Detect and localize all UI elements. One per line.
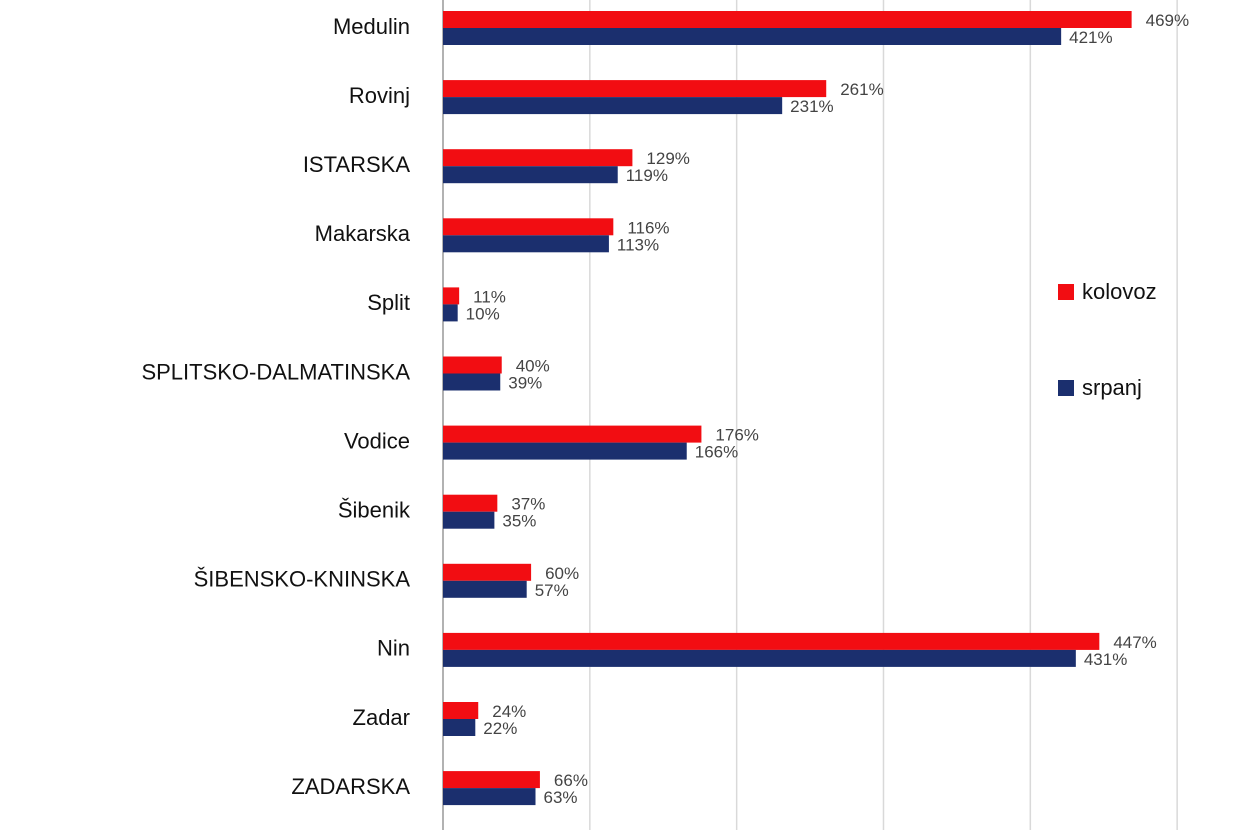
value-label: 421% xyxy=(1069,28,1112,47)
bar xyxy=(443,149,633,167)
value-label: 66% xyxy=(554,771,588,790)
bar xyxy=(443,287,460,305)
bar xyxy=(443,80,827,98)
bar xyxy=(443,166,618,184)
value-label: 40% xyxy=(516,356,550,375)
category-label: Split xyxy=(367,290,410,315)
bar xyxy=(443,28,1062,45)
bar xyxy=(443,97,783,115)
value-label: 129% xyxy=(646,149,689,168)
category-label: ISTARSKA xyxy=(303,152,411,177)
category-label: Medulin xyxy=(333,14,410,39)
bar xyxy=(443,373,501,391)
value-label: 469% xyxy=(1146,11,1189,30)
bar xyxy=(443,580,527,598)
value-label: 176% xyxy=(715,426,758,445)
bar xyxy=(443,649,1076,667)
value-label: 10% xyxy=(466,304,500,323)
category-label: Zadar xyxy=(353,705,410,730)
bar xyxy=(443,702,479,719)
category-label: Rovinj xyxy=(349,83,410,108)
value-label: 37% xyxy=(511,495,545,514)
category-label: Vodice xyxy=(344,428,410,453)
bar xyxy=(443,218,614,236)
bar xyxy=(443,425,702,443)
bar xyxy=(443,511,495,529)
legend-swatch xyxy=(1058,284,1074,300)
legend-label: srpanj xyxy=(1082,375,1142,400)
value-label: 113% xyxy=(617,235,659,254)
category-label: SPLITSKO-DALMATINSKA xyxy=(141,359,410,384)
value-label: 11% xyxy=(473,287,506,306)
value-label: 431% xyxy=(1084,650,1127,669)
legend-swatch xyxy=(1058,380,1074,396)
category-label: ŠIBENSKO-KNINSKA xyxy=(194,567,411,592)
bar xyxy=(443,356,502,374)
bar xyxy=(443,442,687,460)
value-label: 231% xyxy=(790,97,833,116)
value-label: 57% xyxy=(535,581,569,600)
value-label: 447% xyxy=(1113,633,1156,652)
value-label: 261% xyxy=(840,80,883,99)
value-label: 119% xyxy=(626,166,668,185)
value-label: 39% xyxy=(508,373,542,392)
bar xyxy=(443,771,540,789)
value-label: 24% xyxy=(492,702,526,721)
bar xyxy=(443,788,536,806)
bar xyxy=(443,304,458,322)
bar xyxy=(443,632,1100,650)
value-label: 22% xyxy=(483,719,517,738)
bar xyxy=(443,11,1132,28)
legend-label: kolovoz xyxy=(1082,279,1157,304)
value-label: 116% xyxy=(627,218,669,237)
bar xyxy=(443,235,609,253)
value-label: 63% xyxy=(544,788,578,807)
category-label: Šibenik xyxy=(338,498,411,523)
category-label: ZADARSKA xyxy=(291,774,410,799)
bar xyxy=(443,494,498,512)
category-label: Makarska xyxy=(315,221,411,246)
value-label: 35% xyxy=(502,512,536,531)
value-label: 166% xyxy=(695,443,738,462)
bar xyxy=(443,719,476,736)
value-label: 60% xyxy=(545,564,579,583)
category-label: Nin xyxy=(377,636,410,661)
bar xyxy=(443,563,532,581)
